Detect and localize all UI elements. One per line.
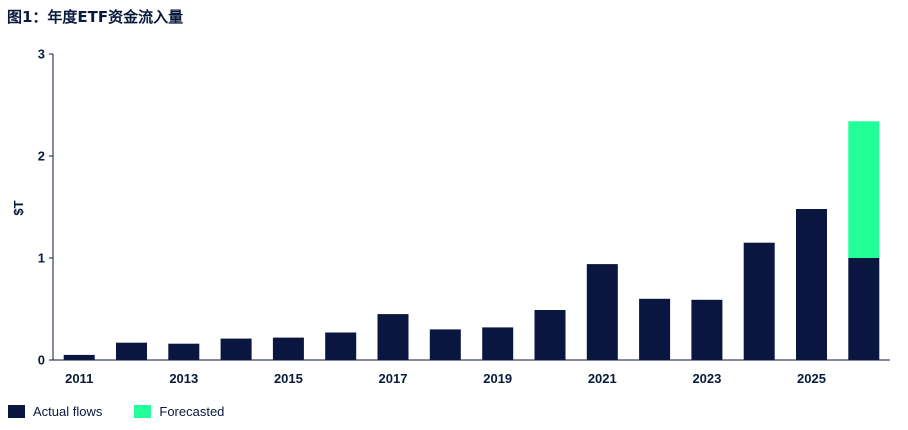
- x-tick-label: 2025: [797, 371, 826, 386]
- bar-actual-2022: [639, 298, 671, 360]
- chart-title: 图1：年度ETF资金流入量: [7, 8, 184, 26]
- bars: [63, 121, 880, 360]
- legend-item-actual: Actual flows: [8, 404, 102, 419]
- x-tick-label: 2017: [379, 371, 408, 386]
- x-axis: 2011 2013 2015 2017 2019 2021 2023 2025: [53, 359, 890, 386]
- bar-forecasted-2026: [848, 121, 880, 258]
- bar-actual-2014: [220, 338, 252, 360]
- bar-actual-2015: [272, 337, 304, 360]
- bar-chart: 0 1 2 3 2011 2013 2015 2017 2019 2021 2023 2025 $T: [11, 47, 890, 386]
- x-tick-label: 2015: [274, 371, 303, 386]
- y-tick-label: 2: [38, 149, 45, 164]
- legend-label-forecasted: Forecasted: [159, 404, 225, 419]
- legend: Actual flows Forecasted: [8, 404, 256, 419]
- bar-actual-2013: [168, 343, 200, 360]
- y-axis-label: $T: [11, 200, 26, 215]
- bar-actual-2018: [429, 329, 461, 360]
- bar-actual-2017: [377, 314, 409, 360]
- x-tick-label: 2021: [588, 371, 617, 386]
- legend-label-actual: Actual flows: [33, 404, 103, 419]
- x-tick-label: 2019: [483, 371, 512, 386]
- x-tick-label: 2011: [65, 371, 93, 386]
- legend-item-forecasted: Forecasted: [134, 404, 224, 419]
- bar-actual-2024: [743, 242, 775, 360]
- bar-actual-2012: [116, 342, 147, 360]
- y-tick-label: 0: [38, 353, 45, 368]
- bar-actual-2023: [691, 299, 723, 360]
- y-axis: 0 1 2 3: [38, 47, 54, 368]
- bar-actual-2019: [482, 327, 514, 360]
- bar-actual-2016: [325, 332, 357, 360]
- y-tick-label: 3: [38, 47, 45, 62]
- bar-actual-2011: [63, 354, 95, 360]
- legend-swatch-actual: [8, 405, 25, 418]
- bar-actual-2025: [796, 209, 827, 360]
- bar-actual-2026: [848, 258, 880, 360]
- x-tick-label: 2023: [692, 371, 721, 386]
- y-tick-label: 1: [38, 251, 45, 266]
- bar-actual-2020: [534, 310, 566, 360]
- legend-swatch-forecasted: [134, 405, 152, 418]
- bar-actual-2021: [586, 264, 618, 360]
- x-tick-label: 2013: [169, 371, 198, 386]
